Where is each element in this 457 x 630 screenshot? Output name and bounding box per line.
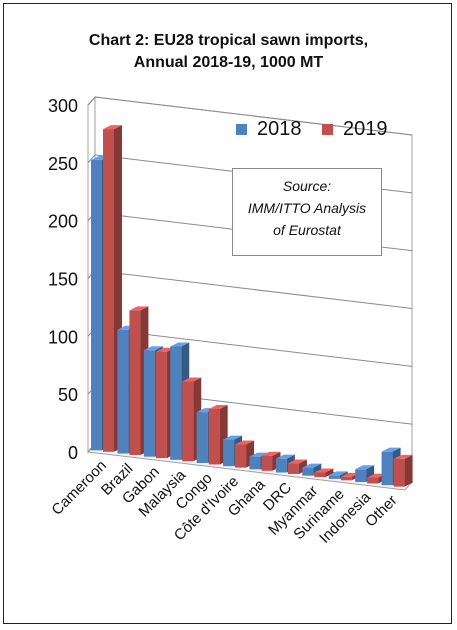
bar-2019-3 [182,381,194,462]
y-tick-label: 0 [68,443,78,463]
bar-2019-9 [340,476,352,481]
y-tick-label: 250 [48,154,78,174]
bar-top-2019-4 [208,404,228,409]
bar-2019-4 [208,408,220,465]
bar-top-2018-11 [381,447,401,452]
legend-swatch-2019 [322,124,333,135]
bar-2018-4 [196,412,208,464]
source-line-2: IMM/ITTO Analysis [247,200,367,216]
bar-top-2019-3 [182,377,202,382]
bar-top-2019-5 [235,440,255,445]
bar-top-2019-1 [129,306,149,311]
bar-top-2018-10 [355,465,375,470]
gridline-150 [94,270,413,309]
bar-side-2019-8 [325,468,334,478]
y-tick-label: 300 [48,96,78,116]
bar-2018-8 [302,467,314,476]
bar-2019-0 [103,129,114,452]
chart-title-line-2: Annual 2018-19, 1000 MT [133,54,324,71]
bar-2018-11 [381,451,393,486]
bar-top-2018-8 [302,463,322,468]
bar-2018-1 [117,329,129,454]
bar-2019-2 [155,351,167,459]
bar-top-2019-8 [314,468,334,473]
bar-2019-5 [235,444,247,468]
bar-2018-2 [143,350,155,457]
source-line-1: Source: [282,178,332,194]
y-tick-label: 200 [48,212,78,232]
gridline-300 [94,96,413,136]
chart-title-line-1: Chart 2: EU28 tropical sawn imports, [88,32,369,49]
bar-side-2019-11 [404,454,413,487]
gridline-side-300 [87,96,96,106]
bar-top-2018-9 [328,471,348,476]
legend-label-2019: 2019 [343,118,388,140]
bar-2019-8 [314,472,326,478]
bar-2018-3 [170,346,182,460]
bar-top-2018-6 [249,452,269,457]
bar-top-2019-9 [340,472,360,477]
bar-top-2019-6 [261,451,281,456]
legend-item-2018: 2018 [236,118,302,141]
bar-top-2019-0 [103,125,122,130]
gridline-side-250 [87,154,96,164]
bar-2019-11 [393,458,405,487]
bar-2018-9 [328,475,340,479]
bar-top-2019-7 [287,459,307,464]
bar-2019-6 [261,455,273,471]
source-line-3: of Eurostat [273,222,341,238]
legend-swatch-2018 [236,124,247,135]
bar-2018-6 [249,456,261,470]
bar-2018-5 [223,439,235,467]
bar-top-2018-5 [223,435,243,440]
bar-2019-1 [129,310,141,455]
legend-item-2019: 2019 [322,118,388,141]
bar-2019-10 [367,477,379,484]
source-note: Source: IMM/ITTO Analysis of Eurostat [232,168,382,256]
legend-label-2018: 2018 [257,118,302,140]
bar-top-2018-2 [143,346,163,351]
bar-2018-0 [91,160,102,451]
bar-top-2019-10 [367,473,387,478]
y-tick-label: 150 [48,270,78,290]
y-tick-label: 100 [48,327,78,347]
bar-top-2018-3 [170,342,190,347]
bar-top-2018-7 [275,454,295,459]
bar-2018-7 [275,458,287,473]
bar-top-2019-11 [393,454,413,459]
bar-2018-10 [355,469,367,483]
bar-2019-7 [287,463,299,474]
bar-top-2019-2 [155,347,175,352]
y-tick-label: 50 [58,385,78,405]
